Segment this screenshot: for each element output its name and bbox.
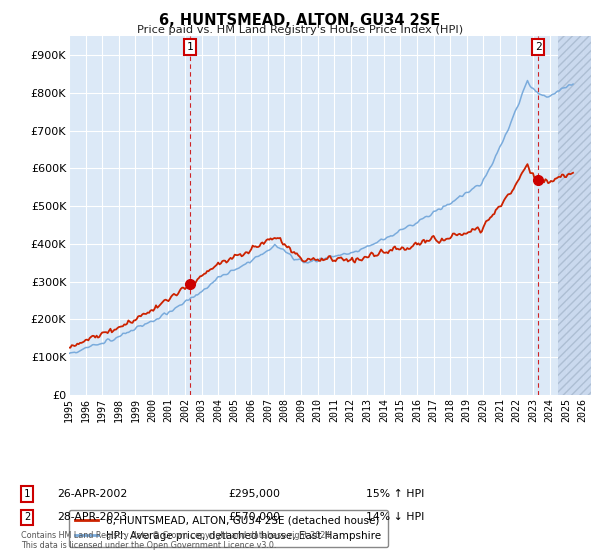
- Text: 14% ↓ HPI: 14% ↓ HPI: [366, 512, 424, 522]
- Text: 1: 1: [187, 42, 194, 52]
- Text: Price paid vs. HM Land Registry's House Price Index (HPI): Price paid vs. HM Land Registry's House …: [137, 25, 463, 35]
- Text: 2: 2: [535, 42, 542, 52]
- Text: 1: 1: [24, 489, 30, 499]
- Text: 6, HUNTSMEAD, ALTON, GU34 2SE: 6, HUNTSMEAD, ALTON, GU34 2SE: [160, 13, 440, 29]
- Text: £295,000: £295,000: [228, 489, 280, 499]
- Text: 15% ↑ HPI: 15% ↑ HPI: [366, 489, 424, 499]
- Text: 26-APR-2002: 26-APR-2002: [57, 489, 127, 499]
- Legend: 6, HUNTSMEAD, ALTON, GU34 2SE (detached house), HPI: Average price, detached hou: 6, HUNTSMEAD, ALTON, GU34 2SE (detached …: [69, 510, 388, 547]
- Text: 28-APR-2023: 28-APR-2023: [57, 512, 127, 522]
- Text: Contains HM Land Registry data © Crown copyright and database right 2024.
This d: Contains HM Land Registry data © Crown c…: [21, 530, 333, 550]
- Bar: [558, 36, 591, 395]
- Text: 2: 2: [24, 512, 30, 522]
- Text: £570,000: £570,000: [228, 512, 280, 522]
